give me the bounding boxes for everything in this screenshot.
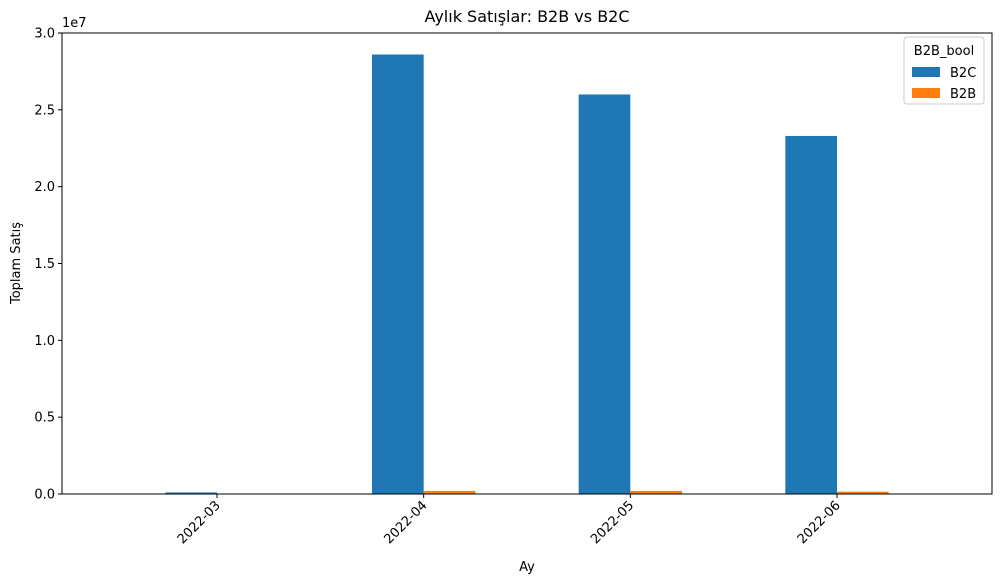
bar-b2c-2022-06	[785, 135, 837, 494]
y-tick-label: 3.0	[34, 27, 55, 42]
bars-group	[165, 54, 889, 494]
y-axis-label: Toplam Satış	[9, 222, 24, 305]
x-tick-label: 2022-04	[381, 498, 430, 547]
bar-b2b-2022-04	[423, 490, 476, 494]
x-tick-label: 2022-06	[795, 498, 844, 547]
legend-title: B2B_bool	[914, 44, 974, 59]
bar-b2c-2022-05	[578, 94, 631, 494]
x-axis-label: Ay	[519, 560, 535, 575]
legend-label-b2b: B2B	[950, 87, 976, 102]
x-axis-ticks: 2022-03 2022-04 2022-05 2022-06	[175, 494, 844, 547]
y-tick-label: 1.0	[34, 334, 55, 349]
bar-b2c-2022-04	[372, 54, 424, 494]
y-axis-offset-label: 1e7	[62, 16, 87, 31]
legend-swatch-b2b	[912, 88, 940, 98]
y-tick-label: 0.5	[34, 411, 55, 426]
bar-b2b-2022-05	[630, 490, 682, 494]
y-tick-label: 0.0	[34, 488, 55, 503]
plot-area-frame	[61, 32, 993, 495]
x-tick-label: 2022-05	[588, 498, 637, 547]
chart-title: Aylık Satışlar: B2B vs B2C	[424, 7, 629, 26]
y-tick-label: 2.5	[34, 103, 55, 118]
y-tick-label: 1.5	[34, 257, 55, 272]
y-axis-ticks: 0.0 0.5 1.0 1.5 2.0 2.5 3.0	[34, 27, 62, 503]
legend: B2B_bool B2C B2B	[903, 36, 985, 105]
bar-b2c-2022-03	[165, 492, 217, 494]
bar-b2b-2022-06	[837, 491, 889, 494]
y-tick-label: 2.0	[34, 180, 55, 195]
legend-swatch-b2c	[912, 67, 940, 77]
legend-frame	[903, 36, 985, 105]
x-tick-label: 2022-03	[175, 498, 224, 547]
legend-label-b2c: B2C	[950, 66, 976, 81]
